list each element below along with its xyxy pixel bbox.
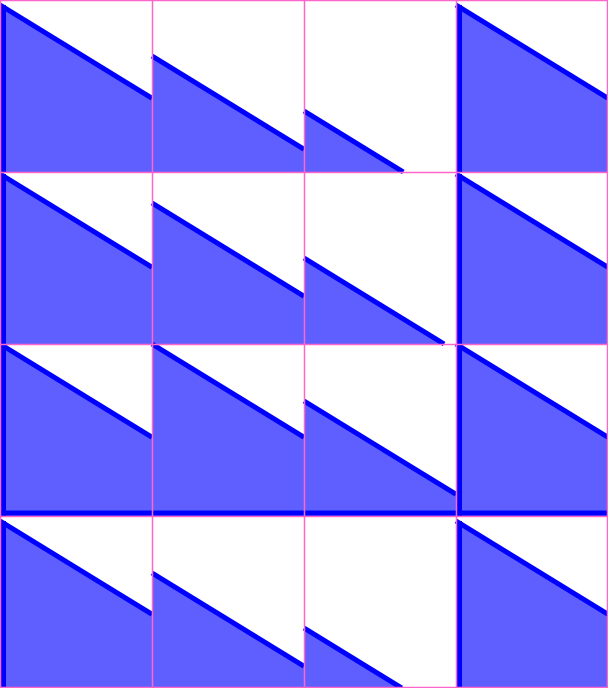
tile-r2-c2 xyxy=(150,200,306,344)
triangle-hypotenuse xyxy=(150,53,306,152)
triangle-fill xyxy=(152,56,304,172)
tile-r1-c3 xyxy=(302,108,405,175)
triangle-fill xyxy=(0,521,152,688)
triangle-hypotenuse xyxy=(302,255,446,347)
triangle-hypotenuse xyxy=(454,171,608,270)
triangle-hypotenuse xyxy=(454,341,608,440)
tile-r4-c2 xyxy=(150,570,306,688)
tile-r3-c3 xyxy=(302,398,458,516)
tile-r4-c4 xyxy=(454,518,608,688)
triangle-fill xyxy=(304,401,456,516)
tile-r1-c2 xyxy=(150,53,306,172)
triangle-fill xyxy=(152,344,304,516)
triangle-hypotenuse xyxy=(0,518,154,617)
tile-r2-c1 xyxy=(0,171,154,344)
tile-r1-c1 xyxy=(0,2,154,172)
triangle-fill xyxy=(456,5,608,172)
triangle-fill xyxy=(0,344,152,516)
triangle-hypotenuse xyxy=(150,200,306,299)
tile-r3-c1 xyxy=(0,341,154,516)
tile-r4-c3 xyxy=(302,625,404,688)
triangle-hypotenuse xyxy=(0,341,154,440)
triangle-fill xyxy=(152,203,304,344)
triangle-fill xyxy=(152,573,304,688)
triangle-fill xyxy=(0,174,152,344)
triangle-fill xyxy=(456,174,608,344)
triangle-hypotenuse xyxy=(0,171,154,270)
triangle-hypotenuse xyxy=(454,2,608,101)
triangle-hypotenuse xyxy=(454,518,608,617)
tile-r4-c1 xyxy=(0,518,154,688)
triangle-hypotenuse xyxy=(150,570,306,669)
triangle-hypotenuse xyxy=(302,108,405,175)
triangle-fill xyxy=(0,5,152,172)
triangle-hypotenuse xyxy=(302,398,458,497)
triangle-fill xyxy=(456,521,608,688)
tile-r2-c4 xyxy=(454,171,608,344)
triangle-fill xyxy=(456,344,608,516)
triangle-hypotenuse xyxy=(302,625,404,688)
tile-r2-c3 xyxy=(302,255,446,347)
tile-r3-c2 xyxy=(150,341,306,516)
tile-r3-c4 xyxy=(454,341,608,516)
triangle-hypotenuse xyxy=(0,2,154,101)
tile-r1-c4 xyxy=(454,2,608,172)
triangle-hypotenuse xyxy=(150,341,306,440)
